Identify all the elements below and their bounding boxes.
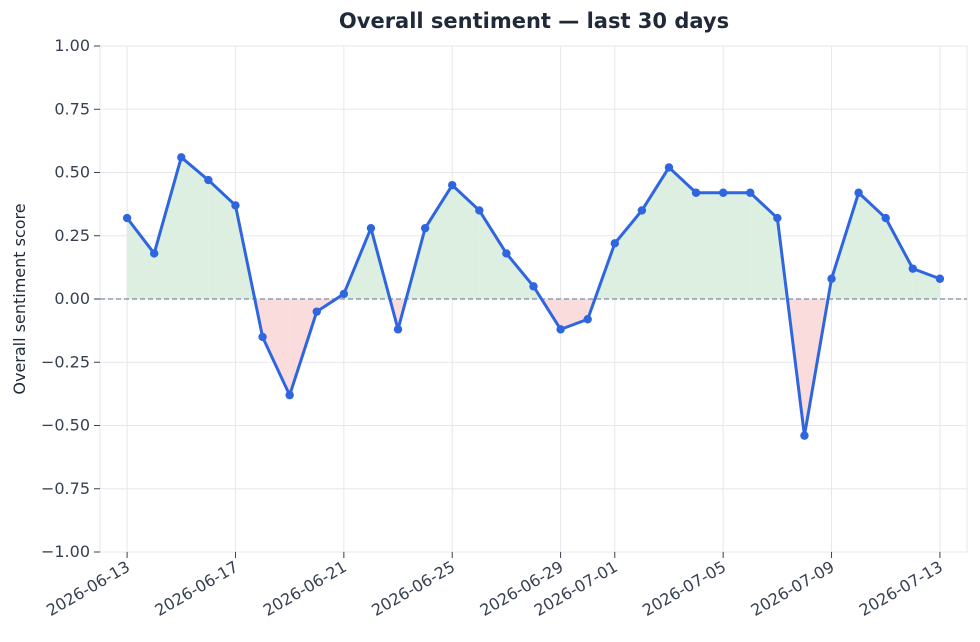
y-tick-label: 0.25 — [54, 226, 90, 245]
data-point — [149, 249, 159, 258]
data-point — [908, 264, 918, 273]
data-point — [502, 249, 511, 258]
data-point — [475, 206, 484, 215]
positive-area — [831, 192, 859, 299]
positive-area — [425, 185, 453, 299]
negative-area — [262, 299, 290, 396]
area-fill-layer — [127, 157, 940, 436]
positive-area — [452, 185, 480, 299]
positive-area — [127, 218, 155, 299]
y-tick-label: −0.25 — [41, 352, 90, 371]
x-tick-label: 2026-06-17 — [151, 557, 241, 620]
x-tick-label: 2026-06-21 — [260, 557, 350, 620]
data-point — [556, 325, 565, 334]
data-point — [718, 188, 728, 197]
data-point-layer — [122, 153, 945, 440]
positive-area — [696, 192, 724, 299]
positive-area — [858, 192, 886, 299]
x-tick-label: 2026-07-05 — [639, 557, 729, 620]
y-axis-ticks: 1.00 0.75 0.50 0.25 0.00 −0.25 −0.50 −0.75 −1.00 — [41, 36, 100, 561]
data-point — [827, 274, 836, 283]
data-point — [583, 315, 592, 324]
data-point — [285, 390, 294, 400]
data-point — [339, 289, 349, 299]
data-point — [177, 153, 186, 162]
data-point — [312, 307, 321, 316]
x-tick-label: 2026-06-13 — [43, 557, 133, 620]
y-tick-label: 1.00 — [54, 36, 90, 55]
data-point — [393, 325, 403, 334]
data-point — [420, 223, 430, 233]
x-tick-label: 2026-07-09 — [748, 557, 838, 620]
y-tick-label: −0.50 — [41, 416, 90, 435]
y-tick-label: −1.00 — [41, 542, 90, 561]
data-point — [935, 274, 945, 283]
positive-area — [885, 218, 913, 299]
y-tick-label: −0.75 — [41, 479, 90, 498]
positive-area — [723, 192, 751, 299]
data-point — [800, 431, 809, 440]
data-point — [691, 188, 701, 197]
data-point — [204, 175, 213, 185]
data-point — [746, 188, 755, 197]
positive-area — [506, 253, 534, 299]
x-tick-label: 2026-06-25 — [368, 557, 458, 620]
x-tick-label: 2026-07-13 — [856, 557, 946, 620]
data-point — [231, 201, 240, 210]
data-point — [448, 180, 457, 190]
y-tick-label: 0.00 — [54, 289, 90, 308]
data-point — [122, 213, 132, 223]
y-tick-label: 0.75 — [54, 99, 90, 118]
y-tick-label: 0.50 — [54, 163, 90, 182]
positive-area — [479, 210, 507, 299]
positive-area — [614, 210, 642, 299]
chart-title: Overall sentiment — last 30 days — [339, 9, 729, 33]
data-point — [529, 282, 538, 291]
y-axis-label: Overall sentiment score — [10, 203, 29, 394]
x-axis-ticks: 2026-06-13 2026-06-17 2026-06-21 2026-06-25… — [43, 552, 946, 620]
data-point — [258, 332, 267, 342]
data-point — [881, 213, 890, 223]
positive-area — [668, 167, 697, 299]
positive-area — [154, 157, 182, 299]
data-point — [366, 223, 376, 233]
positive-area — [181, 157, 209, 299]
data-point — [664, 163, 674, 172]
positive-area — [208, 180, 236, 299]
data-point — [854, 188, 863, 197]
data-point — [610, 239, 619, 248]
data-point — [773, 213, 782, 223]
data-point — [637, 206, 647, 215]
positive-area — [750, 192, 778, 299]
